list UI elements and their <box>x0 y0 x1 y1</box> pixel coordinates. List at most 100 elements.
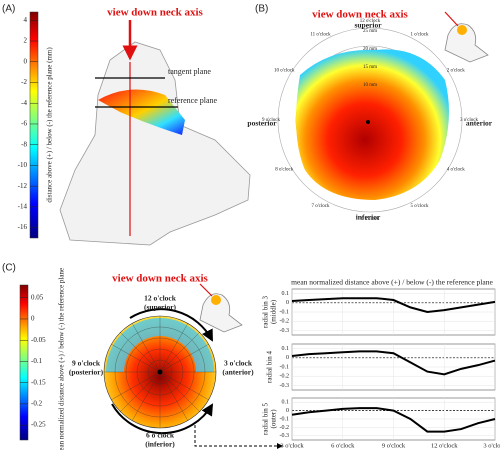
direction-label: anterior <box>466 119 493 128</box>
x-tick-label: 12 o'clock <box>431 442 458 449</box>
y-axis-label: radial bin 3 <box>262 296 270 328</box>
line <box>291 407 496 433</box>
center <box>157 369 163 375</box>
clock-labels: 12 o'clock 1 o'clock 2 o'clock 3 o'clock 4 o… <box>262 19 478 222</box>
y-tick-label: -0.1 <box>280 416 290 422</box>
bone-icon <box>199 283 243 333</box>
panel-label: (C) <box>2 263 16 274</box>
colorbar-tick-label: -2 <box>21 78 27 86</box>
clock-label: 12 o'clock <box>360 19 381 24</box>
direction-label: posterior <box>247 119 277 128</box>
y-tick-label: -0.1 <box>280 309 290 315</box>
panel-label: (B) <box>255 4 268 15</box>
colorbar-tick-label: 0.05 <box>31 293 44 301</box>
direction-arrow <box>129 308 213 342</box>
colorbar-tick-label: 4 <box>24 16 28 24</box>
y-axis-label: (middle) <box>270 299 278 324</box>
color-cap <box>98 89 185 135</box>
view-title: view down neck axis <box>312 9 408 21</box>
y-tick-label: -0.3 <box>280 433 290 439</box>
colorbar-tick-label: -0.2 <box>31 400 43 408</box>
colorbar-tick-label: -14 <box>18 203 28 211</box>
clock-label: 11 o'clock <box>310 32 331 37</box>
direction-label: (posterior) <box>69 368 104 377</box>
colorbar-tick-label: -0.05 <box>31 336 46 344</box>
colorbar-tick-label: -0.25 <box>31 421 46 429</box>
colorbar-tick-label: -16 <box>18 223 28 231</box>
colorbar-label: mean normalized distance above (+) / bel… <box>58 268 66 450</box>
y-tick-label: -0.3 <box>280 383 290 389</box>
bone-mesh <box>59 41 251 246</box>
outer-ring <box>106 318 214 372</box>
link-arrow <box>194 425 283 449</box>
y-tick-label: 0 <box>286 408 289 414</box>
x-tick-label: 9 o'clock <box>382 442 406 449</box>
colorbar-tick-label: -12 <box>18 182 28 190</box>
heatmap <box>296 49 449 200</box>
line <box>291 297 496 314</box>
x-tick-label: 3 o'clock <box>483 442 500 449</box>
clock-label: 4 o'clock <box>447 168 465 173</box>
y-tick-label: 0.1 <box>282 291 290 297</box>
panel-label: (A) <box>2 4 15 15</box>
radius-label: 25 mm <box>363 29 377 34</box>
radius-label: 15 mm <box>363 65 377 70</box>
y-tick-label: -0.2 <box>280 374 290 380</box>
clock-label: 2 o'clock <box>447 69 465 74</box>
plot-title: mean normalized distance above (+) / bel… <box>291 278 493 287</box>
colorbar <box>29 11 39 239</box>
clock-label: 3 o'clock <box>460 118 478 123</box>
y-axis-label: radial bin 5 <box>262 403 270 435</box>
center <box>366 120 370 124</box>
colorbar-tick-label: -8 <box>21 140 27 148</box>
direction-label: (anterior) <box>222 368 254 377</box>
direction-label: 3 o'clock <box>224 359 253 368</box>
radius-label: 20 mm <box>363 47 377 52</box>
colorbar <box>19 284 29 441</box>
y-axis-label: (outer) <box>270 409 278 429</box>
annotation: tangent plane <box>168 67 211 76</box>
view-title: view down neck axis <box>107 7 203 19</box>
clock-label: 7 o'clock <box>312 204 330 209</box>
colorbar-tick-label: -0.15 <box>31 378 46 386</box>
direction-label: 9 o'clock <box>72 359 101 368</box>
colorbar-label: distance above (+) / below (-) the refer… <box>46 47 54 203</box>
y-tick-label: -0.1 <box>280 364 290 370</box>
clock-label: 6 o'clock <box>361 217 379 222</box>
direction-label: 6 o'clock <box>146 431 175 440</box>
y-axis-label: radial bin 4 <box>266 351 274 383</box>
y-tick-label: 0.1 <box>282 346 290 352</box>
y-tick-label: 0 <box>286 355 289 361</box>
radius-label: 10 mm <box>363 83 377 88</box>
bone-icon <box>444 11 489 63</box>
colorbar-tick-label: -4 <box>21 99 27 107</box>
y-tick-label: -0.2 <box>280 319 290 325</box>
colorbar-tick-label: 0 <box>31 315 35 323</box>
y-tick-label: 0 <box>286 300 289 306</box>
direction-label: (inferior) <box>145 440 175 449</box>
y-tick-label: 0.1 <box>282 400 290 406</box>
clock-label: 9 o'clock <box>262 118 280 123</box>
y-tick-label: -0.3 <box>280 328 290 334</box>
clock-label: 10 o'clock <box>274 69 295 74</box>
annotation: reference plane <box>168 96 218 105</box>
direction-label: (superior) <box>144 303 177 312</box>
colorbar-tick-label: 0 <box>24 57 28 65</box>
direction-label: 12 o'clock <box>144 294 177 303</box>
direction-label: superior <box>354 21 382 30</box>
direction-label: inferior <box>356 213 381 222</box>
colorbar-tick-label: -0.1 <box>31 357 43 365</box>
colorbar-tick-label: 2 <box>24 37 28 45</box>
colorbar-tick-label: -6 <box>21 120 27 128</box>
view-title: view down neck axis <box>112 273 208 285</box>
direction-arrow <box>111 403 214 435</box>
x-tick-label: 3 o'clock <box>280 442 304 449</box>
clock-label: 1 o'clock <box>411 32 429 37</box>
y-tick-label: -0.2 <box>280 425 290 431</box>
line <box>291 350 496 376</box>
x-tick-label: 6 o'clock <box>331 442 355 449</box>
clock-label: 8 o'clock <box>275 168 293 173</box>
clock-label: 5 o'clock <box>411 204 429 209</box>
colorbar-tick-label: -10 <box>18 161 28 169</box>
